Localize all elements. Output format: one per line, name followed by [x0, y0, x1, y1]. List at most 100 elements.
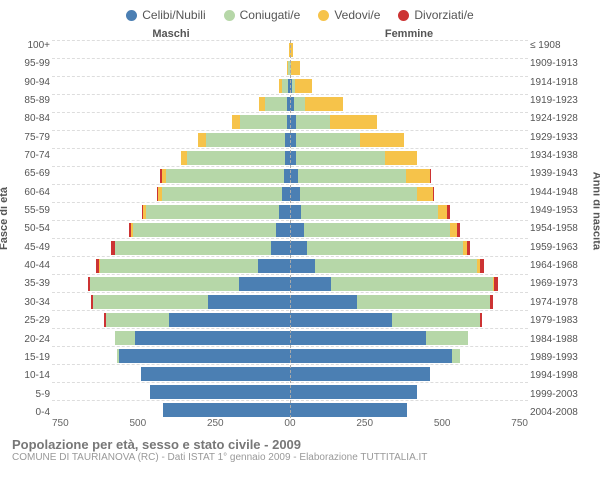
year-label: 1974-1978 [530, 297, 578, 308]
segment-d [430, 169, 432, 183]
segment-c [290, 313, 392, 327]
male-bar [52, 148, 290, 166]
x-tick: 750 [52, 418, 69, 429]
legend-item: Celibi/Nubili [126, 8, 205, 22]
year-label: 1944-1948 [530, 187, 578, 198]
segment-c [290, 187, 300, 201]
female-bar [290, 184, 528, 202]
age-label: 95-99 [24, 58, 50, 69]
legend-label: Celibi/Nubili [142, 8, 205, 22]
x-tick: 0 [290, 418, 296, 429]
age-label: 60-64 [24, 187, 50, 198]
age-label: 10-14 [24, 370, 50, 381]
segment-v [198, 133, 206, 147]
age-label: 80-84 [24, 113, 50, 124]
female-bar [290, 166, 528, 184]
x-tick: 500 [434, 418, 451, 429]
chart-subtitle: COMUNE DI TAURIANOVA (RC) - Dati ISTAT 1… [12, 452, 588, 463]
male-bar [52, 130, 290, 148]
segment-c [163, 403, 290, 417]
segment-g [301, 205, 437, 219]
male-bar [52, 274, 290, 292]
female-bar [290, 202, 528, 220]
male-bar [52, 364, 290, 382]
segment-g [294, 97, 305, 111]
segment-c [169, 313, 290, 327]
legend-label: Coniugati/e [240, 8, 301, 22]
segment-c [290, 349, 452, 363]
segment-c [276, 223, 290, 237]
segment-g [240, 115, 288, 129]
legend-item: Divorziati/e [398, 8, 473, 22]
x-axis: 7505002500 0250500750 [52, 418, 528, 429]
age-label: 15-19 [24, 352, 50, 363]
segment-d [447, 205, 450, 219]
segment-g [187, 151, 285, 165]
age-label: 70-74 [24, 150, 50, 161]
age-label: 100+ [27, 40, 50, 51]
segment-c [290, 223, 304, 237]
legend-label: Divorziati/e [414, 8, 473, 22]
segment-g [106, 313, 169, 327]
male-bar [52, 112, 290, 130]
segment-c [290, 331, 426, 345]
male-bar [52, 94, 290, 112]
year-label: 1954-1958 [530, 223, 578, 234]
female-bar [290, 112, 528, 130]
female-bar [290, 400, 528, 418]
age-label: 85-89 [24, 95, 50, 106]
segment-g [115, 241, 270, 255]
segment-v [406, 169, 430, 183]
year-label: 1939-1943 [530, 168, 578, 179]
male-bar [52, 292, 290, 310]
plot-area [52, 40, 528, 418]
female-bar [290, 256, 528, 274]
x-tick: 250 [207, 418, 224, 429]
header-female: Femmine [290, 28, 528, 40]
year-label: 2004-2008 [530, 407, 578, 418]
male-bar [52, 328, 290, 346]
year-label: 1984-1988 [530, 334, 578, 345]
female-bar [290, 238, 528, 256]
year-label: 1999-2003 [530, 389, 578, 400]
male-bar [52, 202, 290, 220]
male-bar [52, 58, 290, 76]
segment-d [494, 277, 498, 291]
segment-c [290, 205, 301, 219]
female-bar [290, 328, 528, 346]
segment-d [433, 187, 435, 201]
year-axis: ≤ 19081909-19131914-19181919-19231924-19… [528, 40, 588, 418]
y-axis-left-title: Fasce di età [0, 187, 10, 250]
age-label: 90-94 [24, 77, 50, 88]
age-label: 65-69 [24, 168, 50, 179]
segment-g [331, 277, 493, 291]
year-label: 1929-1933 [530, 132, 578, 143]
legend-swatch [318, 10, 329, 21]
segment-g [307, 241, 462, 255]
segment-v [305, 97, 343, 111]
segment-g [93, 295, 207, 309]
female-bar [290, 310, 528, 328]
segment-d [480, 313, 482, 327]
male-bar [52, 382, 290, 400]
age-label: 25-29 [24, 315, 50, 326]
segment-g [146, 205, 279, 219]
year-label: ≤ 1908 [530, 40, 561, 51]
female-bar [290, 148, 528, 166]
year-label: 1924-1928 [530, 113, 578, 124]
legend: Celibi/NubiliConiugati/eVedovi/eDivorzia… [12, 8, 588, 22]
segment-v [385, 151, 417, 165]
female-bar [290, 346, 528, 364]
year-label: 1919-1923 [530, 95, 578, 106]
x-tick: 250 [356, 418, 373, 429]
male-bar [52, 166, 290, 184]
male-bar [52, 310, 290, 328]
age-label: 5-9 [36, 389, 50, 400]
segment-c [290, 295, 357, 309]
female-bar [290, 274, 528, 292]
segment-c [135, 331, 290, 345]
segment-g [162, 187, 283, 201]
year-label: 1989-1993 [530, 352, 578, 363]
segment-c [290, 367, 430, 381]
male-bar [52, 238, 290, 256]
